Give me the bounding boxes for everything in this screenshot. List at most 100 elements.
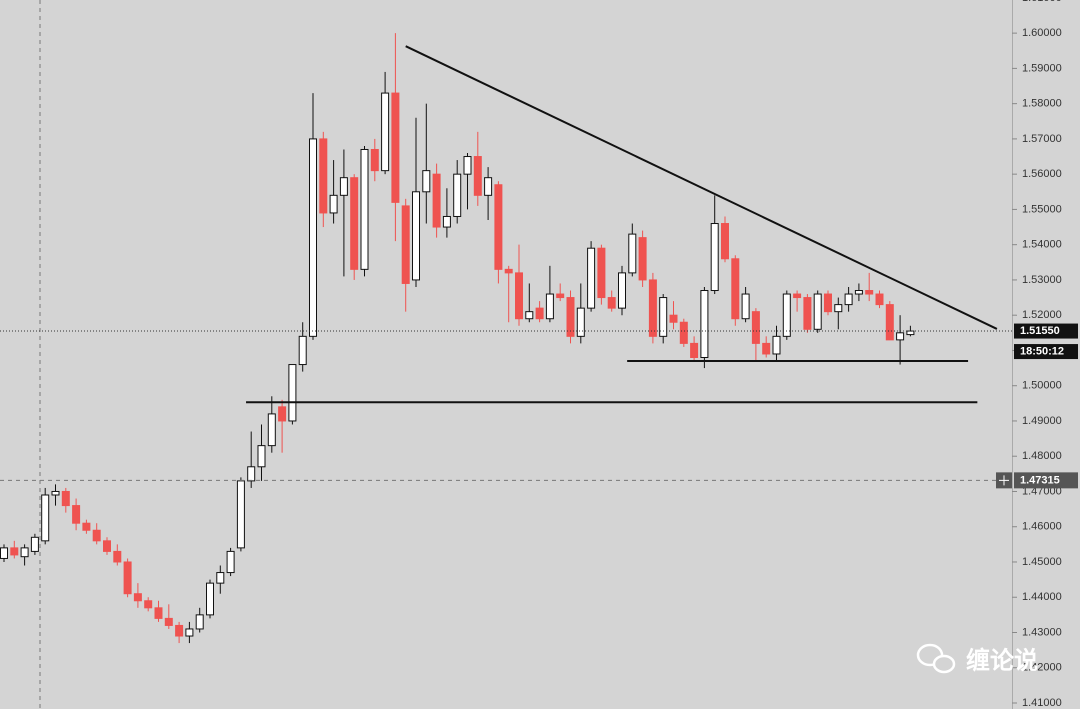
y-tick-label: 1.61000 <box>1022 0 1062 4</box>
crosshair-price-label: 1.47315 <box>1020 474 1060 486</box>
candle-body <box>700 290 709 358</box>
candle-body <box>267 413 276 447</box>
y-tick-label: 1.45000 <box>1022 556 1062 568</box>
candle-body <box>133 593 142 602</box>
candle-body <box>782 293 791 337</box>
crosshair-plus <box>999 475 1009 486</box>
candle-body <box>92 529 101 542</box>
y-tick-label: 1.53000 <box>1022 274 1062 286</box>
candle-body <box>463 156 472 175</box>
y-tick-label: 1.52000 <box>1022 309 1062 321</box>
candle-body <box>72 505 81 524</box>
candle-body <box>195 614 204 630</box>
candle-body <box>401 205 410 284</box>
candle-body <box>123 561 132 595</box>
watermark-text: 缠论说 <box>966 646 1038 674</box>
candle-body <box>236 480 245 549</box>
candle-body <box>525 311 534 320</box>
plot <box>0 33 998 644</box>
candle-body <box>875 293 884 306</box>
candle-body <box>659 297 668 337</box>
candle-body <box>288 364 297 422</box>
candle-body <box>473 156 482 196</box>
crosshair-price-box <box>1014 472 1078 489</box>
candle-body <box>10 547 19 556</box>
candle-body <box>329 194 338 214</box>
candle-body <box>566 297 575 337</box>
candle-body <box>103 540 111 552</box>
candle-body <box>206 582 214 616</box>
candle-body <box>854 290 863 295</box>
candle-body <box>154 607 163 619</box>
y-tick-label: 1.49000 <box>1022 415 1062 427</box>
y-tick-label: 1.47000 <box>1022 485 1062 497</box>
countdown-label: 18:50:12 <box>1020 345 1064 357</box>
candle-body <box>504 268 513 274</box>
candle-body <box>556 293 565 299</box>
candle-body <box>226 550 235 574</box>
candle-body <box>257 445 266 468</box>
candle-body <box>61 490 70 507</box>
candle-body <box>618 272 626 309</box>
candle-body <box>762 342 771 355</box>
candle-body <box>185 628 194 637</box>
candle-body <box>113 550 122 563</box>
candle-body <box>772 335 781 355</box>
candle-body <box>751 311 760 344</box>
candle-body <box>607 297 616 309</box>
candle-body <box>906 330 915 336</box>
candle-body <box>339 177 348 196</box>
candle-body <box>370 148 379 172</box>
candle-body <box>576 307 585 337</box>
trendline <box>405 45 998 330</box>
candle-body <box>164 617 173 626</box>
candle-body <box>0 547 8 559</box>
y-tick-label: 1.44000 <box>1022 591 1062 603</box>
y-tick-label: 1.41000 <box>1022 697 1062 709</box>
candle-body <box>175 624 184 637</box>
candle-body <box>545 293 554 320</box>
candle-body <box>20 547 29 558</box>
y-tick-label: 1.54000 <box>1022 239 1062 251</box>
candle-body <box>484 177 493 196</box>
y-tick-label: 1.48000 <box>1022 450 1062 462</box>
candle-body <box>494 184 503 270</box>
candle-body <box>278 406 287 422</box>
candle-body <box>391 92 400 203</box>
candle-body <box>793 293 802 299</box>
candle-body <box>41 494 50 542</box>
candle-body <box>422 170 431 193</box>
candle-body <box>896 332 905 341</box>
candle-body <box>412 191 420 281</box>
y-tick-label: 1.58000 <box>1022 98 1062 110</box>
y-tick-label: 1.56000 <box>1022 168 1062 180</box>
candle-body <box>710 223 719 292</box>
candle-body <box>721 223 729 260</box>
last-price-box <box>1014 323 1078 339</box>
candle-body <box>587 247 596 309</box>
watermark: 缠论说 <box>916 643 1038 674</box>
candle-body <box>679 321 688 344</box>
candle-body <box>803 297 812 330</box>
candle-body <box>319 138 328 214</box>
candle-body <box>844 293 853 306</box>
candle-body <box>51 490 60 496</box>
candle-body <box>731 258 740 320</box>
candle-body <box>515 272 523 320</box>
candle-body <box>834 304 843 313</box>
y-tick-label: 1.43000 <box>1022 626 1062 638</box>
wechat-icon <box>932 654 956 674</box>
candle-body <box>824 293 832 313</box>
candle-body <box>82 522 91 531</box>
candle-body <box>442 215 451 228</box>
candle-body <box>350 177 359 270</box>
y-tick-label: 1.42000 <box>1022 662 1062 674</box>
y-tick-label: 1.50000 <box>1022 380 1062 392</box>
candle-body <box>741 293 750 320</box>
candle-body <box>865 290 874 295</box>
y-tick-label: 1.57000 <box>1022 133 1062 145</box>
countdown-box <box>1014 344 1078 360</box>
